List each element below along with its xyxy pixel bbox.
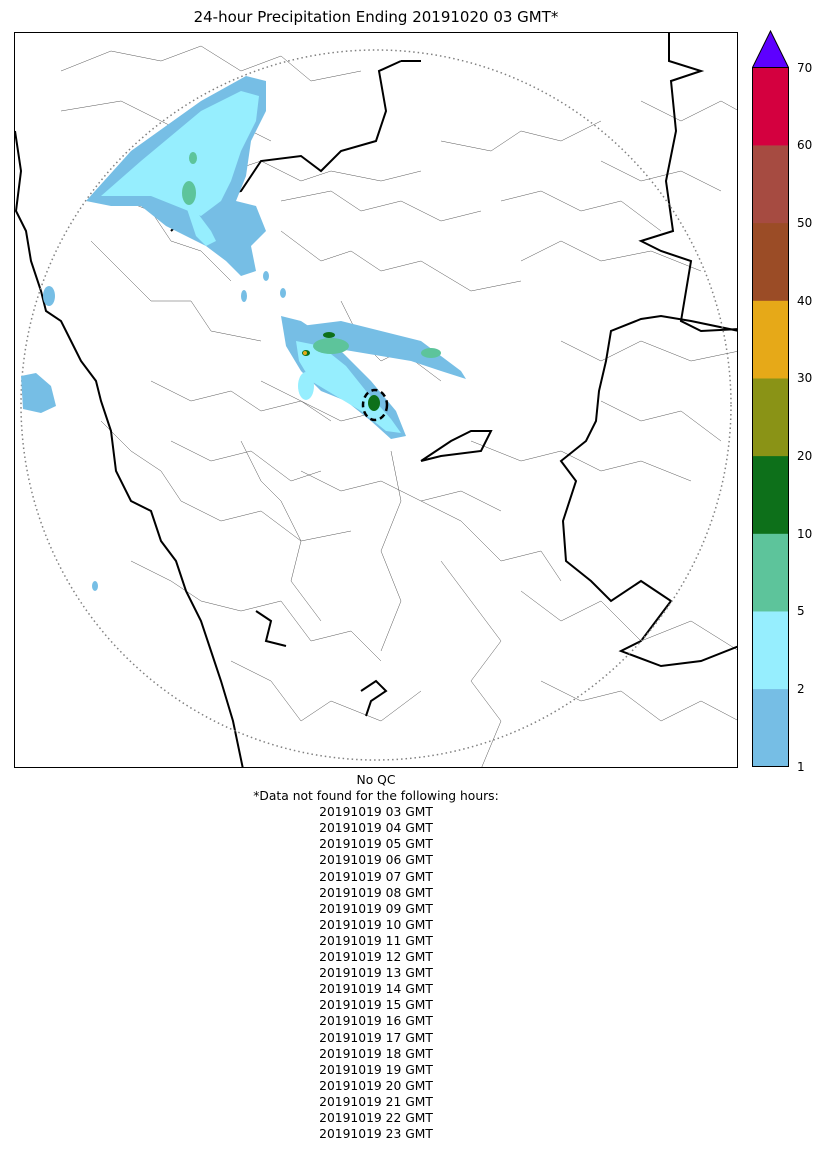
colorbar-bin — [752, 145, 789, 224]
missing-hour-item: 20191019 04 GMT — [319, 821, 433, 836]
colorbar-bin — [752, 378, 789, 457]
colorbar-over-triangle — [752, 30, 789, 68]
radar-site-marker — [361, 388, 389, 422]
missing-hour-item: 20191019 09 GMT — [319, 901, 433, 916]
colorbar-bin — [752, 222, 789, 301]
colorbar-tick-label: 5 — [797, 604, 805, 619]
missing-hour-item: 20191019 14 GMT — [319, 982, 433, 997]
missing-hour-item: 20191019 19 GMT — [319, 1062, 433, 1077]
colorbar-tick-label: 70 — [797, 60, 813, 75]
colorbar-bin — [752, 611, 789, 690]
colorbar-tick-label: 30 — [797, 371, 813, 386]
missing-hour-item: 20191019 12 GMT — [319, 950, 433, 965]
missing-hour-item: 20191019 15 GMT — [319, 998, 433, 1013]
colorbar-bin — [752, 688, 789, 767]
missing-hour-item: 20191019 20 GMT — [319, 1078, 433, 1093]
missing-hour-item: 20191019 06 GMT — [319, 853, 433, 868]
missing-hours-list: 20191019 03 GMT 20191019 04 GMT 20191019 0… — [14, 804, 738, 1142]
colorbar-tick-label: 50 — [797, 215, 813, 230]
district-boundaries — [60, 45, 737, 767]
missing-hour-item: 20191019 22 GMT — [319, 1110, 433, 1125]
colorbar-bin — [752, 455, 789, 534]
missing-hour-item: 20191019 23 GMT — [319, 1127, 433, 1142]
missing-hour-item: 20191019 11 GMT — [319, 933, 433, 948]
map-title: 24-hour Precipitation Ending 20191020 03… — [193, 8, 559, 26]
colorbar-tick-label: 2 — [797, 681, 805, 696]
missing-hour-item: 20191019 21 GMT — [319, 1094, 433, 1109]
missing-hour-item: 20191019 08 GMT — [319, 885, 433, 900]
precipitation-map[interactable] — [14, 32, 738, 768]
missing-hour-item: 20191019 03 GMT — [319, 805, 433, 820]
colorbar-tick-label: 1 — [797, 759, 805, 774]
colorbar-bin — [752, 533, 789, 612]
precipitation-areas — [21, 76, 466, 591]
missing-hour-item: 20191019 18 GMT — [319, 1046, 433, 1061]
radar-range-circle — [20, 49, 732, 761]
missing-hour-item: 20191019 05 GMT — [319, 837, 433, 852]
colorbar-tick-label: 10 — [797, 526, 813, 541]
colorbar-bin — [752, 300, 789, 379]
missing-hour-item: 20191019 07 GMT — [319, 869, 433, 884]
missing-hour-item: 20191019 10 GMT — [319, 917, 433, 932]
colorbar-tick-label: 40 — [797, 293, 813, 308]
missing-hour-item: 20191019 16 GMT — [319, 1014, 433, 1029]
colorbar-tick-label: 20 — [797, 448, 813, 463]
qc-note: No QC — [356, 773, 396, 787]
colorbar-tick-label: 60 — [797, 138, 813, 153]
colorbar-bin — [752, 67, 789, 146]
missing-hour-item: 20191019 13 GMT — [319, 966, 433, 981]
precipitation-colorbar — [752, 30, 789, 767]
missing-data-header: *Data not found for the following hours: — [253, 789, 499, 804]
missing-hour-item: 20191019 17 GMT — [319, 1030, 433, 1045]
data-notes: No QC *Data not found for the following … — [14, 772, 738, 1142]
